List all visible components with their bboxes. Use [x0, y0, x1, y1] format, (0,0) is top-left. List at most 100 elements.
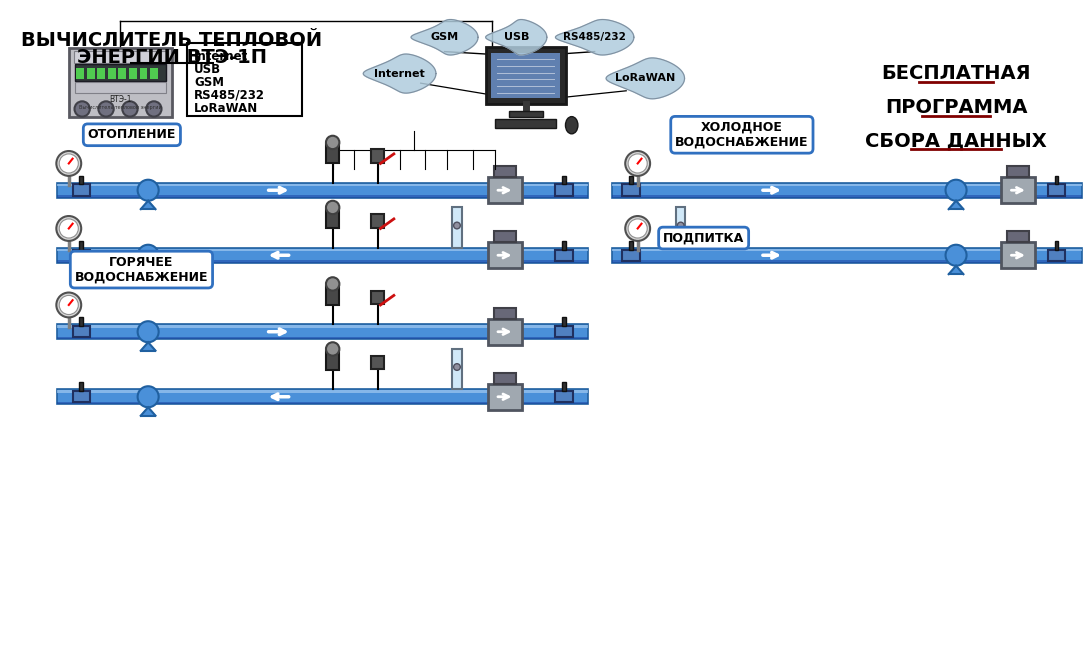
Bar	[76, 68, 84, 79]
Bar	[494, 373, 516, 383]
Bar	[58, 260, 588, 263]
Bar	[79, 318, 83, 326]
Bar	[556, 391, 572, 402]
Text: GSM: GSM	[194, 76, 224, 89]
Polygon shape	[606, 58, 684, 99]
Circle shape	[57, 151, 82, 176]
Bar	[508, 111, 543, 117]
Circle shape	[57, 293, 82, 318]
Bar	[139, 68, 147, 79]
Circle shape	[945, 180, 966, 201]
Bar	[73, 250, 90, 261]
Bar	[492, 53, 560, 98]
Bar	[487, 177, 522, 203]
Text: СБОРА ДАННЫХ: СБОРА ДАННЫХ	[865, 131, 1047, 150]
Bar	[562, 318, 566, 326]
Bar	[495, 119, 556, 128]
Bar	[326, 351, 339, 370]
Bar	[611, 183, 1083, 198]
Polygon shape	[140, 201, 156, 209]
Bar	[556, 185, 572, 196]
Bar	[453, 349, 461, 389]
Bar	[487, 242, 522, 269]
Bar	[494, 308, 516, 319]
Polygon shape	[140, 266, 156, 274]
Bar	[79, 383, 83, 391]
Text: ЭНЕРГИИ ВТЭ-1П: ЭНЕРГИИ ВТЭ-1П	[77, 48, 267, 67]
Text: ГОРЯЧЕЕ
ВОДОСНАБЖЕНИЕ: ГОРЯЧЕЕ ВОДОСНАБЖЕНИЕ	[75, 256, 208, 284]
Circle shape	[326, 342, 339, 355]
Bar	[58, 184, 588, 186]
Polygon shape	[949, 266, 963, 274]
Circle shape	[626, 216, 651, 241]
Bar	[622, 250, 640, 261]
Circle shape	[122, 101, 137, 117]
Bar	[58, 183, 588, 198]
Bar	[371, 149, 384, 162]
Text: LoRaWAN: LoRaWAN	[615, 74, 676, 83]
Bar	[487, 383, 522, 410]
Circle shape	[146, 101, 161, 117]
Bar	[1001, 177, 1036, 203]
Bar	[74, 50, 168, 63]
Circle shape	[626, 151, 651, 176]
Bar	[1007, 231, 1029, 242]
Bar	[129, 68, 137, 79]
Bar	[150, 68, 158, 79]
Text: Вычислитель тепловой энергии: Вычислитель тепловой энергии	[79, 104, 162, 110]
Bar	[487, 319, 522, 345]
Bar	[371, 355, 384, 369]
Text: RS485/232: RS485/232	[194, 89, 265, 102]
Bar	[326, 286, 339, 305]
Bar	[611, 195, 1083, 198]
Bar	[562, 241, 566, 250]
Circle shape	[628, 154, 647, 173]
Text: RS485/232: RS485/232	[564, 32, 626, 42]
Bar	[611, 248, 1083, 252]
Circle shape	[137, 321, 159, 342]
Text: БЕСПЛАТНАЯ: БЕСПЛАТНАЯ	[881, 64, 1030, 83]
Circle shape	[628, 219, 647, 238]
Text: ОТОПЛЕНИЕ: ОТОПЛЕНИЕ	[88, 128, 176, 141]
Circle shape	[454, 222, 460, 229]
Polygon shape	[411, 20, 478, 55]
Polygon shape	[949, 201, 963, 209]
Circle shape	[945, 244, 966, 266]
Bar	[87, 68, 95, 79]
Circle shape	[59, 219, 78, 238]
Polygon shape	[140, 342, 156, 351]
Polygon shape	[140, 408, 156, 416]
Bar	[453, 207, 461, 248]
Bar	[1048, 250, 1065, 261]
Polygon shape	[556, 20, 634, 55]
Circle shape	[98, 101, 114, 117]
Bar	[73, 185, 90, 196]
Text: GSM: GSM	[431, 32, 459, 42]
Text: ВТЭ-1: ВТЭ-1	[109, 95, 132, 104]
Bar	[73, 391, 90, 402]
Bar	[58, 195, 588, 198]
Bar	[98, 68, 106, 79]
Bar	[79, 241, 83, 250]
Bar	[73, 326, 90, 338]
Bar	[326, 209, 339, 228]
Bar	[611, 184, 1083, 186]
Bar	[371, 291, 384, 304]
Bar	[562, 383, 566, 391]
Circle shape	[59, 295, 78, 314]
Bar	[562, 176, 566, 185]
Text: USB: USB	[194, 63, 221, 76]
Text: ПОДПИТКА: ПОДПИТКА	[663, 231, 744, 244]
Bar	[74, 65, 166, 81]
Bar	[58, 248, 588, 263]
Polygon shape	[363, 54, 436, 93]
Bar	[622, 185, 640, 196]
Circle shape	[326, 201, 339, 214]
Bar	[58, 389, 588, 404]
Bar	[74, 82, 166, 93]
Bar	[119, 68, 126, 79]
Bar	[611, 260, 1083, 263]
Bar	[556, 326, 572, 338]
Bar	[676, 207, 685, 248]
Circle shape	[326, 136, 339, 149]
